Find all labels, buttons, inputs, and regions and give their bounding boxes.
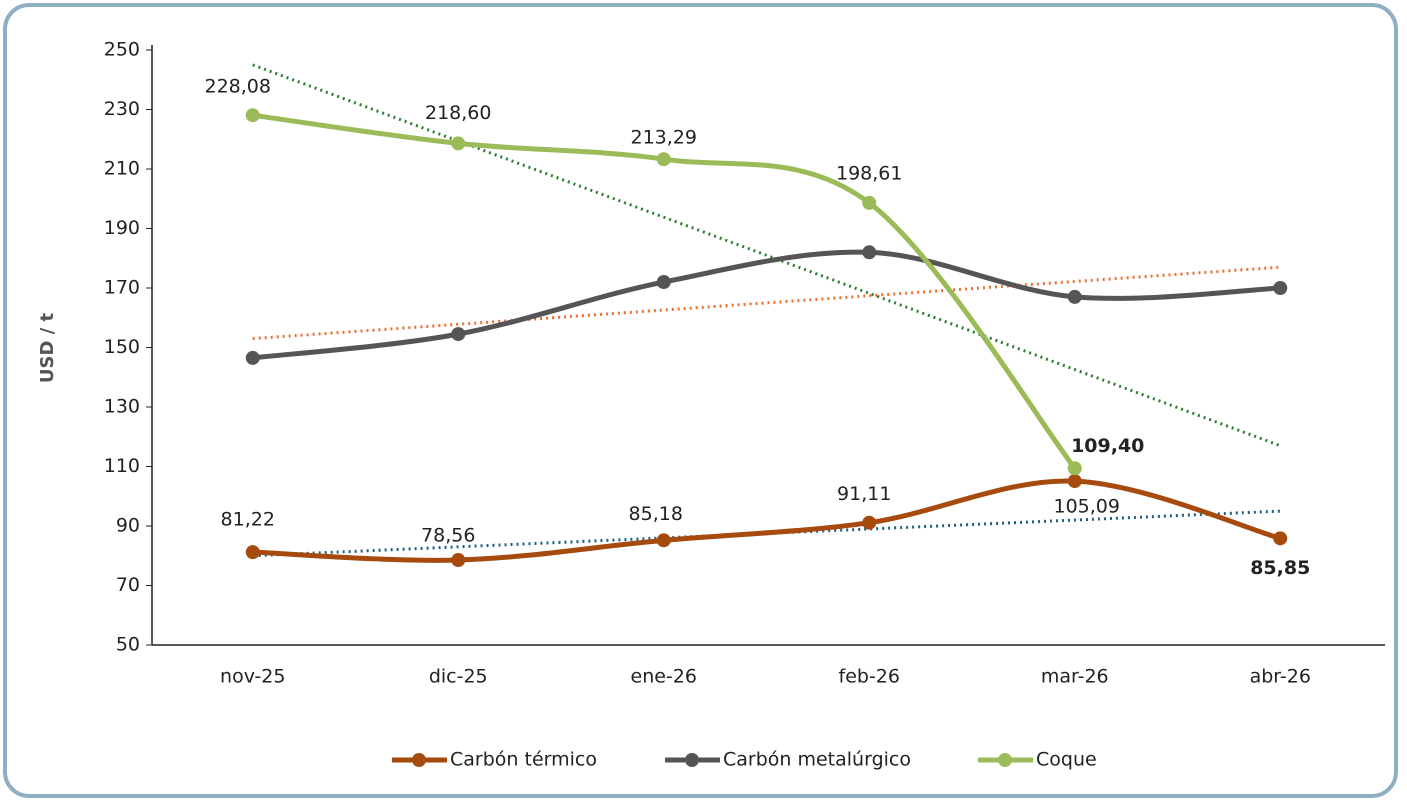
data-point [451,327,466,342]
x-tick-label: ene-26 [631,666,697,688]
data-point [656,275,671,290]
legend-label: Coque [1036,749,1097,771]
data-point [245,350,260,365]
data-label: 109,40 [1071,435,1144,457]
y-tick-label: 90 [116,515,140,537]
data-point [1273,281,1288,295]
series-line [252,478,1281,563]
data-label: 81,22 [221,509,275,531]
data-point [862,515,877,530]
y-axis-label: USD / t [37,312,58,383]
legend-label: Carbón metalúrgico [723,749,911,771]
data-point [1067,289,1082,304]
data-point [1067,461,1082,476]
x-tick-label: feb-26 [839,666,900,688]
y-tick-label: 70 [116,574,140,596]
data-label: 198,61 [836,162,902,184]
data-label: 91,11 [837,483,891,505]
legend-marker [412,753,426,767]
data-label: 85,85 [1250,557,1310,579]
data-label: 218,60 [425,102,491,124]
y-tick-label: 210 [104,158,140,180]
legend-marker [685,753,699,767]
data-point [451,553,466,568]
data-point [862,195,877,210]
x-tick-label: abr-26 [1250,666,1311,688]
y-tick-label: 190 [104,217,140,239]
series-line [252,112,1077,470]
data-point [1067,474,1082,489]
data-point [451,136,466,151]
y-tick-label: 170 [104,277,140,299]
data-label: 213,29 [631,127,697,149]
series-line [252,249,1281,361]
data-point [862,245,877,260]
data-point [656,152,671,167]
y-tick-label: 50 [116,634,140,656]
data-point [245,108,260,123]
legend-label: Carbón térmico [450,749,597,771]
y-tick-label: 250 [104,39,140,61]
data-point [656,533,671,548]
x-tick-label: nov-25 [220,666,285,688]
y-tick-label: 230 [104,98,140,120]
frame [3,3,1398,798]
data-point [245,545,260,560]
data-label: 105,09 [1054,496,1120,518]
y-tick-label: 150 [104,336,140,358]
x-tick-label: dic-25 [429,666,488,688]
trendline [252,63,1281,448]
y-tick-label: 130 [104,396,140,418]
trendline [252,265,1281,341]
data-label: 85,18 [629,503,683,525]
data-label: 78,56 [421,525,475,547]
y-tick-label: 110 [104,455,140,477]
data-label: 228,08 [205,76,271,98]
x-tick-label: mar-26 [1041,666,1109,688]
data-point [1273,531,1288,546]
legend-marker [998,753,1012,767]
